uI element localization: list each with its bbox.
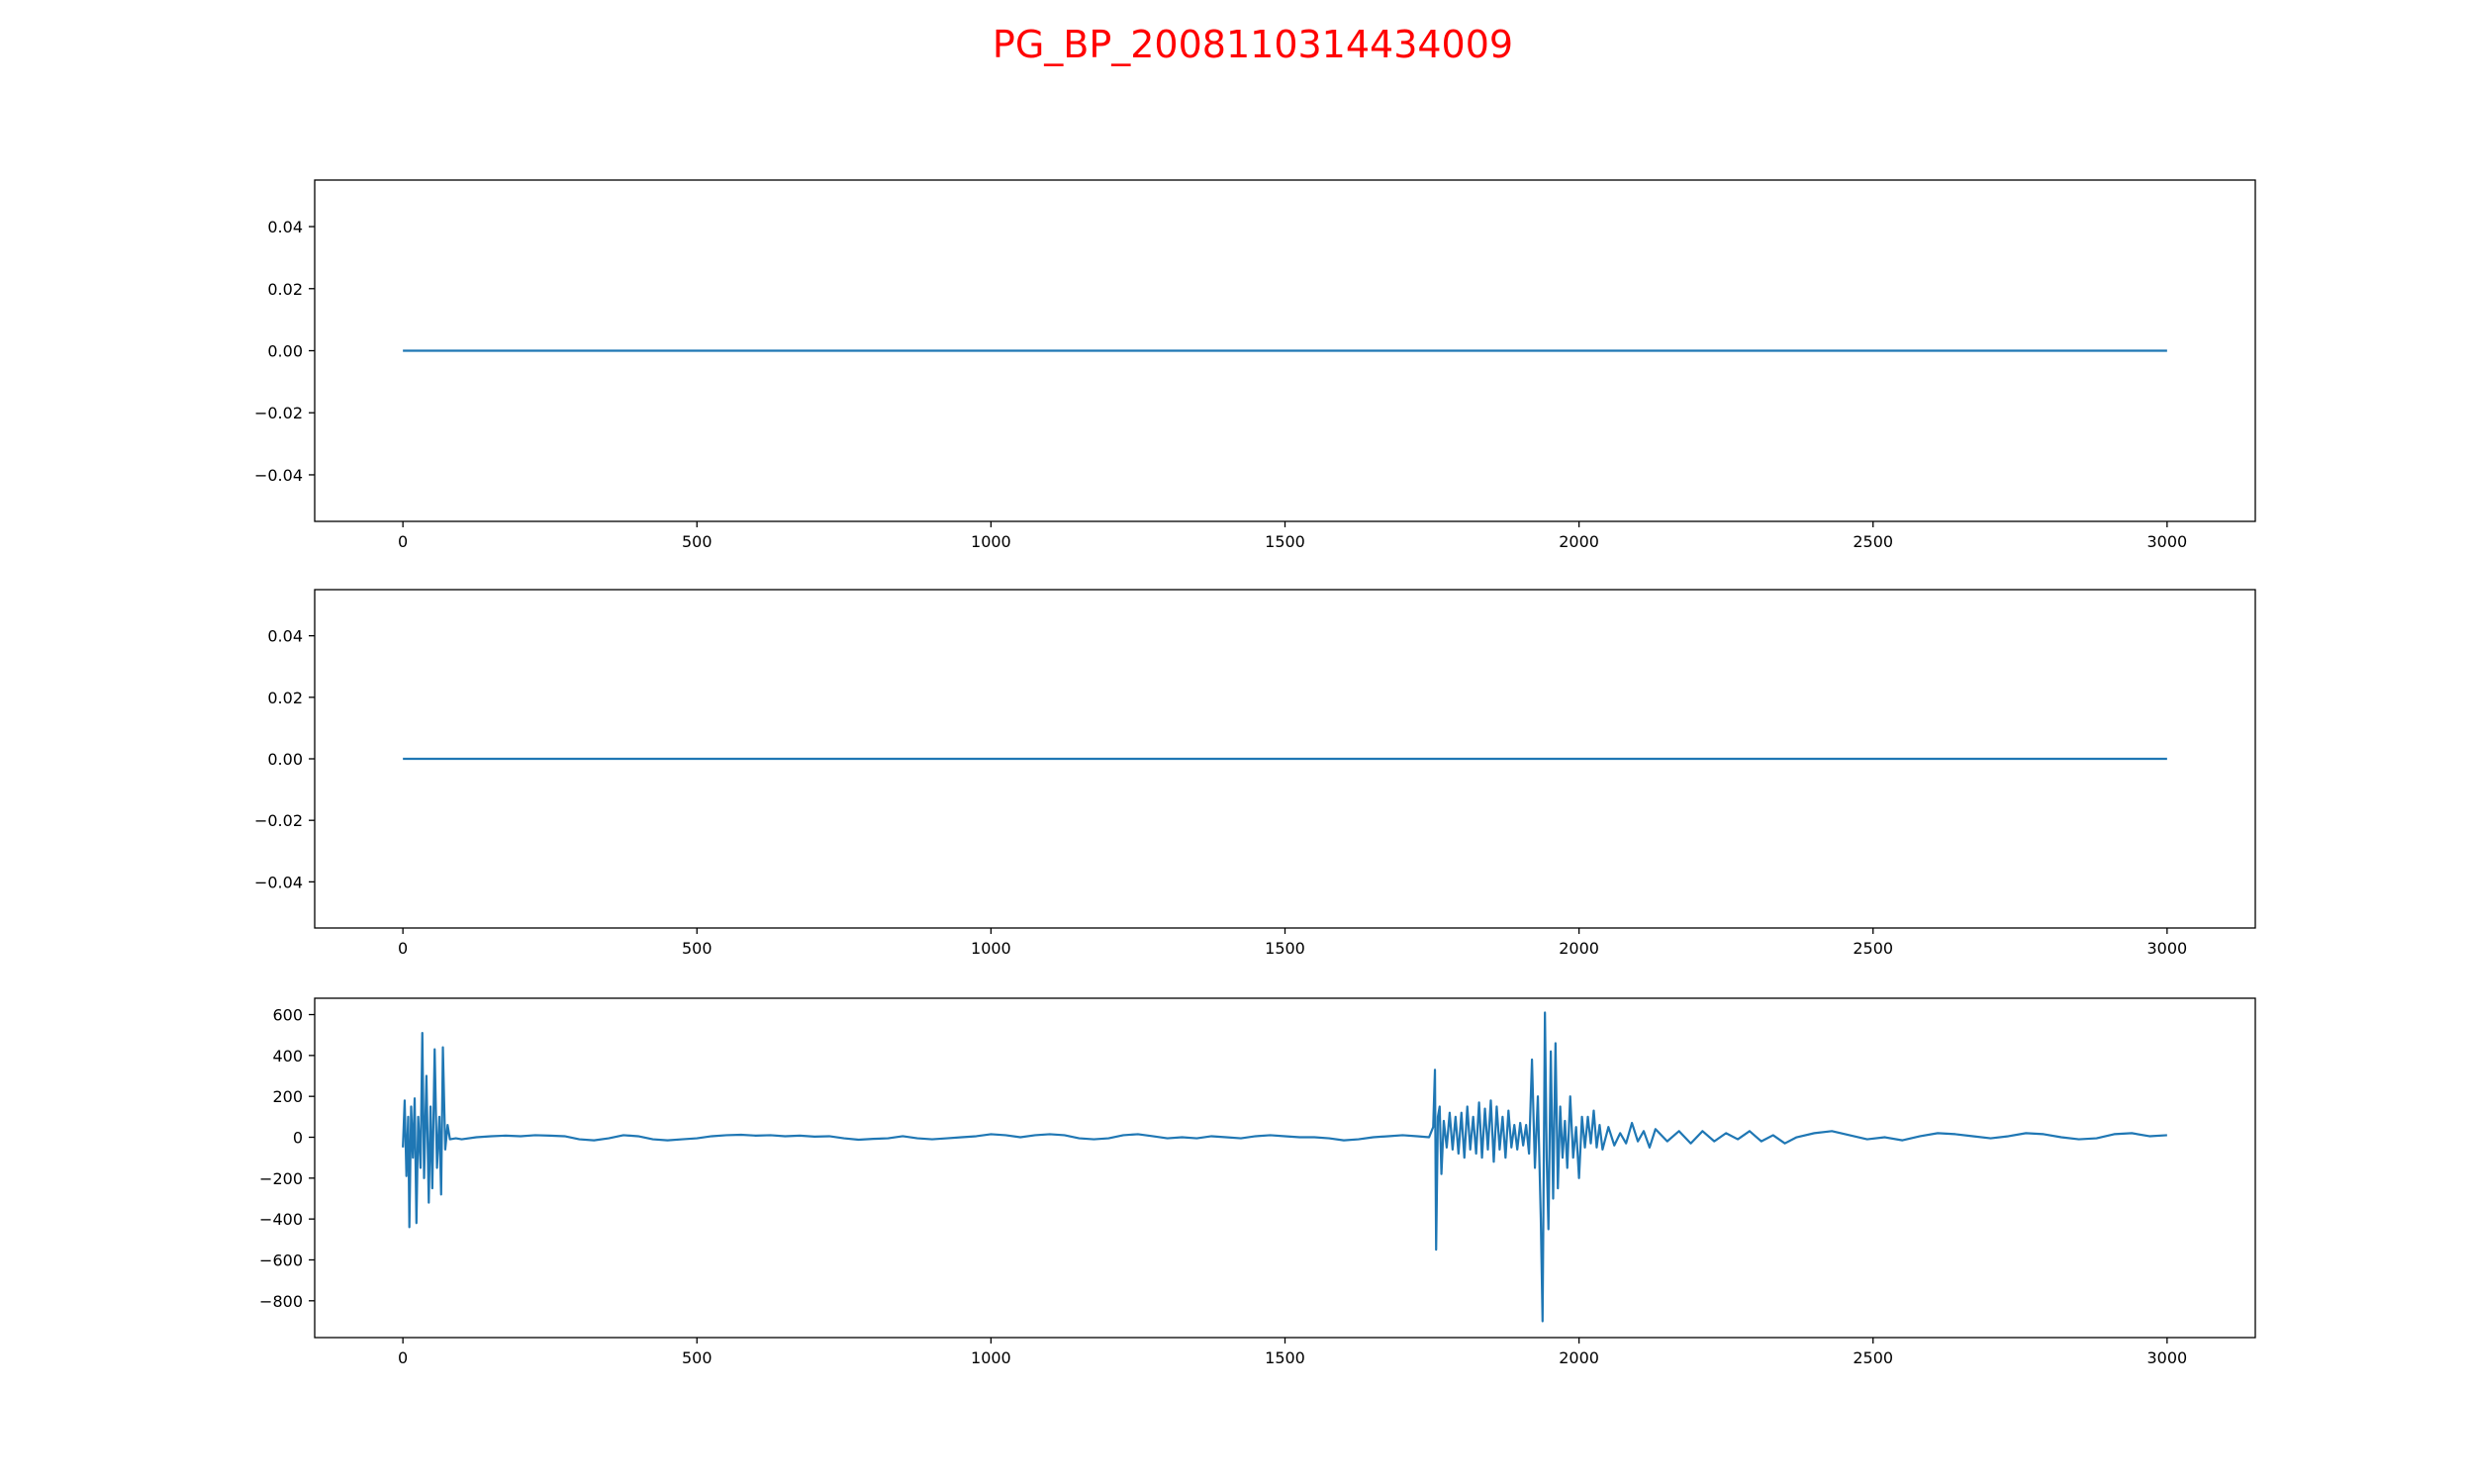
y-tick-label: 0.00 — [267, 750, 303, 769]
x-tick-label: 3000 — [2147, 532, 2188, 551]
data-line — [402, 1011, 2167, 1323]
figure-title: PG_BP_2008110314434009 — [993, 23, 1513, 66]
x-tick-label: 500 — [682, 939, 713, 958]
y-tick-label: −600 — [259, 1251, 303, 1269]
x-tick-label: 1000 — [971, 939, 1011, 958]
y-tick-label: 0.02 — [267, 280, 303, 299]
axes-frame — [314, 997, 2256, 1339]
y-tick-label: 0 — [293, 1129, 303, 1148]
x-tick-label: 3000 — [2147, 939, 2188, 958]
x-tick-label: 1500 — [1265, 532, 1305, 551]
x-tick-label: 1000 — [971, 532, 1011, 551]
y-tick-label: 0.04 — [267, 218, 303, 236]
x-tick-label: 2500 — [1853, 939, 1893, 958]
x-tick-label: 2000 — [1559, 532, 1599, 551]
x-tick-label: 500 — [682, 1348, 713, 1367]
y-tick-label: −0.02 — [254, 811, 303, 830]
y-tick-label: 0.00 — [267, 342, 303, 361]
x-tick-label: 2500 — [1853, 1348, 1893, 1367]
y-tick-label: 0.04 — [267, 627, 303, 646]
x-tick-label: 0 — [398, 939, 408, 958]
y-tick-label: −800 — [259, 1292, 303, 1311]
x-tick-label: 500 — [682, 532, 713, 551]
y-tick-label: 600 — [272, 1006, 303, 1025]
x-tick-label: 0 — [398, 532, 408, 551]
y-tick-label: −0.04 — [254, 466, 303, 485]
x-tick-label: 1500 — [1265, 1348, 1305, 1367]
axes-frame — [314, 179, 2256, 522]
y-tick-label: 0.02 — [267, 689, 303, 707]
y-tick-label: 200 — [272, 1087, 303, 1106]
x-tick-label: 1500 — [1265, 939, 1305, 958]
x-tick-label: 2000 — [1559, 1348, 1599, 1367]
x-tick-label: 3000 — [2147, 1348, 2188, 1367]
y-tick-label: −200 — [259, 1169, 303, 1188]
y-tick-label: −0.04 — [254, 873, 303, 891]
y-tick-label: −400 — [259, 1210, 303, 1229]
y-tick-label: 400 — [272, 1047, 303, 1066]
x-tick-label: 1000 — [971, 1348, 1011, 1367]
x-tick-label: 2000 — [1559, 939, 1599, 958]
x-tick-label: 0 — [398, 1348, 408, 1367]
y-tick-label: −0.02 — [254, 404, 303, 422]
axes-frame — [314, 589, 2256, 929]
x-tick-label: 2500 — [1853, 532, 1893, 551]
